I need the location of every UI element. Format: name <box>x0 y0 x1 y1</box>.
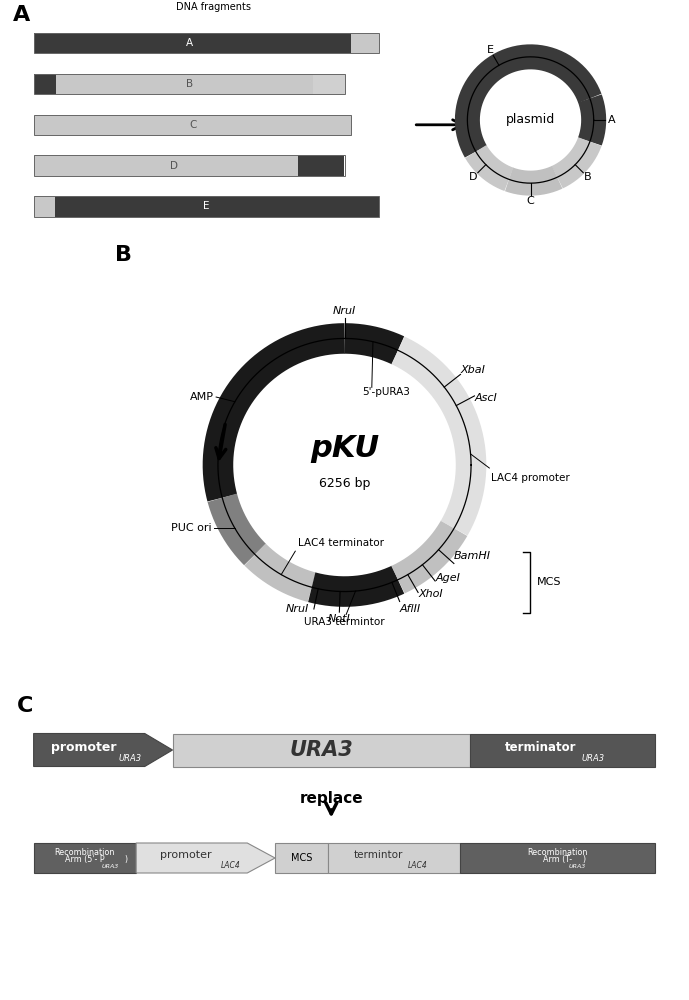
Text: pKU: pKU <box>310 434 379 463</box>
Text: A: A <box>608 115 615 125</box>
Text: D: D <box>170 161 178 171</box>
Text: A: A <box>186 38 193 48</box>
Text: URA3 termintor: URA3 termintor <box>304 617 384 627</box>
Text: B: B <box>115 245 132 265</box>
Text: C: C <box>189 120 196 130</box>
Bar <box>351 33 379 53</box>
Text: 6256 bp: 6256 bp <box>319 477 370 490</box>
Bar <box>34 33 351 53</box>
Text: A: A <box>12 5 30 25</box>
Bar <box>55 196 379 217</box>
Text: ): ) <box>125 855 127 864</box>
Text: E: E <box>486 45 493 55</box>
Text: NruI: NruI <box>286 604 309 614</box>
Text: URA3: URA3 <box>569 864 586 869</box>
Bar <box>34 155 298 176</box>
Text: URA3: URA3 <box>119 754 141 763</box>
Text: URA3: URA3 <box>289 740 353 760</box>
Text: BamHI: BamHI <box>454 551 491 561</box>
Text: AscI: AscI <box>475 393 497 403</box>
Text: XhoI: XhoI <box>418 589 443 599</box>
Bar <box>172 734 470 766</box>
Text: NotI: NotI <box>328 614 351 624</box>
Text: E: E <box>203 201 210 211</box>
Text: terminator: terminator <box>505 741 576 754</box>
Text: B: B <box>584 172 592 182</box>
Text: replace: replace <box>300 790 363 806</box>
Text: LAC4: LAC4 <box>220 861 240 870</box>
Text: LAC4: LAC4 <box>408 861 428 870</box>
Bar <box>56 74 313 94</box>
Text: B: B <box>186 79 193 89</box>
Text: C: C <box>17 696 34 716</box>
Text: 5'-pURA3: 5'-pURA3 <box>362 387 411 397</box>
Bar <box>470 734 655 766</box>
Text: D: D <box>469 172 477 182</box>
Text: AMP: AMP <box>190 392 214 402</box>
Bar <box>34 196 55 217</box>
Polygon shape <box>136 843 275 873</box>
Text: AgeI: AgeI <box>435 573 460 583</box>
Bar <box>34 843 136 873</box>
Text: MCS: MCS <box>291 853 312 863</box>
Text: MCS: MCS <box>537 577 561 587</box>
Text: Arm (5'- P: Arm (5'- P <box>65 855 105 864</box>
Text: Recombination: Recombination <box>528 848 588 857</box>
Text: DNA fragments: DNA fragments <box>176 2 251 12</box>
Bar <box>313 74 344 94</box>
Bar <box>34 115 351 135</box>
Text: promoter: promoter <box>51 741 116 754</box>
Bar <box>34 196 379 217</box>
Bar <box>328 843 460 873</box>
Bar <box>34 33 379 53</box>
Text: ): ) <box>583 855 586 864</box>
Text: URA3: URA3 <box>101 864 119 869</box>
Text: LAC4 promoter: LAC4 promoter <box>491 473 570 483</box>
Text: URA3: URA3 <box>582 754 605 763</box>
Text: promoter: promoter <box>161 850 212 860</box>
Bar <box>34 155 344 176</box>
Bar <box>34 74 56 94</box>
Text: termintor: termintor <box>353 850 403 860</box>
Text: NruI: NruI <box>333 306 356 316</box>
Polygon shape <box>34 734 172 766</box>
Text: plasmid: plasmid <box>506 113 555 126</box>
Bar <box>298 155 344 176</box>
Text: Recombination: Recombination <box>54 848 115 857</box>
Text: PUC ori: PUC ori <box>171 523 212 533</box>
Text: C: C <box>526 196 535 206</box>
Text: LAC4 terminator: LAC4 terminator <box>298 538 384 548</box>
Text: XbaI: XbaI <box>460 365 485 375</box>
Bar <box>275 843 328 873</box>
Text: Arm (T-: Arm (T- <box>543 855 573 864</box>
Bar <box>34 74 344 94</box>
Bar <box>460 843 655 873</box>
Text: AflII: AflII <box>400 604 421 614</box>
